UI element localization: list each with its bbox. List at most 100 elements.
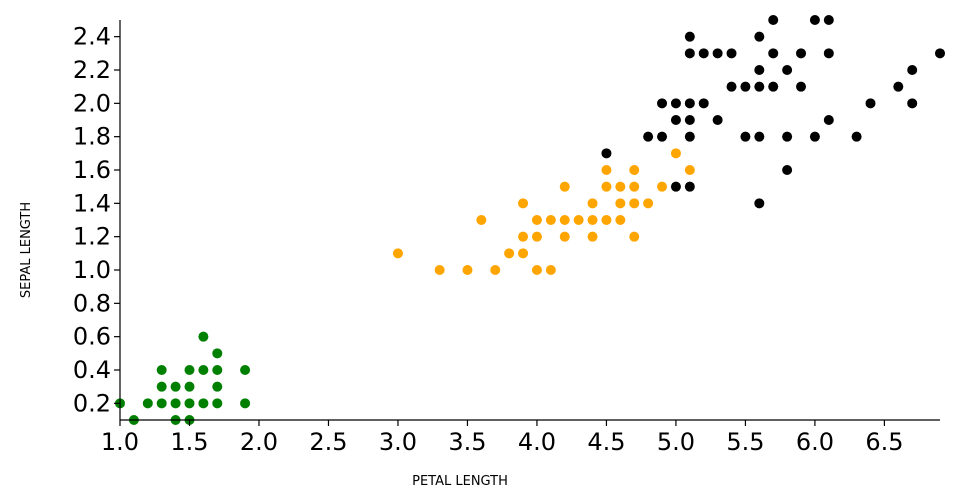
y-tick-label: 0.4 bbox=[73, 356, 111, 384]
data-point bbox=[657, 181, 668, 192]
data-point bbox=[573, 215, 584, 225]
x-tick-label: 1.5 bbox=[170, 428, 208, 456]
x-tick-label: 5.5 bbox=[726, 428, 764, 456]
data-point bbox=[712, 48, 723, 59]
data-point bbox=[657, 98, 668, 109]
data-point bbox=[629, 198, 640, 209]
data-point bbox=[754, 31, 765, 42]
x-tick-label: 3.0 bbox=[379, 428, 417, 456]
data-point bbox=[198, 398, 209, 409]
data-point bbox=[768, 48, 779, 59]
data-point bbox=[504, 248, 515, 259]
data-point bbox=[434, 265, 445, 275]
y-tick-label: 1.8 bbox=[73, 123, 111, 151]
data-point bbox=[851, 131, 862, 142]
data-point bbox=[643, 131, 654, 142]
data-point bbox=[629, 165, 640, 175]
y-tick-label: 1.2 bbox=[73, 223, 111, 251]
y-tick-label: 0.6 bbox=[73, 323, 111, 351]
y-tick-label: 2.2 bbox=[73, 56, 111, 84]
data-point bbox=[198, 365, 209, 375]
y-tick-label: 2.4 bbox=[73, 23, 111, 51]
data-point bbox=[809, 15, 820, 25]
data-point bbox=[823, 48, 834, 59]
data-point bbox=[587, 231, 598, 242]
data-point bbox=[782, 131, 793, 142]
data-point bbox=[823, 115, 834, 125]
data-point bbox=[518, 198, 529, 209]
data-point bbox=[726, 48, 737, 59]
data-point bbox=[768, 81, 779, 92]
data-point bbox=[392, 248, 403, 259]
y-tick-label: 1.0 bbox=[73, 256, 111, 284]
data-point bbox=[156, 381, 167, 392]
data-point bbox=[782, 165, 793, 175]
series-group bbox=[392, 148, 695, 275]
data-point bbox=[684, 131, 695, 142]
data-point bbox=[754, 131, 765, 142]
data-point bbox=[476, 215, 487, 225]
data-point bbox=[893, 81, 904, 92]
data-point bbox=[198, 331, 209, 342]
data-point bbox=[629, 231, 640, 242]
data-point bbox=[754, 198, 765, 209]
data-point bbox=[559, 181, 570, 192]
x-tick-label: 2.5 bbox=[309, 428, 347, 456]
y-tick-label: 1.4 bbox=[73, 189, 111, 217]
data-point bbox=[740, 81, 751, 92]
y-tick-label: 1.6 bbox=[73, 156, 111, 184]
data-point bbox=[684, 98, 695, 109]
data-point bbox=[657, 131, 668, 142]
y-axis-title: SEPAL LENGTH bbox=[19, 202, 34, 298]
data-point bbox=[684, 31, 695, 42]
data-point bbox=[184, 381, 195, 392]
data-point bbox=[490, 265, 501, 275]
data-point bbox=[184, 398, 195, 409]
x-tick-label: 2.0 bbox=[240, 428, 278, 456]
x-tick-label: 3.5 bbox=[448, 428, 486, 456]
data-point bbox=[670, 181, 681, 192]
data-point bbox=[796, 48, 807, 59]
data-point bbox=[170, 398, 181, 409]
x-axis-title: PETAL LENGTH bbox=[412, 474, 508, 489]
data-point bbox=[670, 98, 681, 109]
x-tick-label: 6.0 bbox=[796, 428, 834, 456]
data-point bbox=[768, 15, 779, 25]
data-point bbox=[531, 265, 542, 275]
data-point bbox=[865, 98, 876, 109]
data-point bbox=[629, 181, 640, 192]
data-point bbox=[559, 215, 570, 225]
data-point bbox=[754, 65, 765, 75]
data-point bbox=[601, 148, 612, 159]
y-tick-label: 0.8 bbox=[73, 289, 111, 317]
y-tick-label: 2.0 bbox=[73, 89, 111, 117]
data-point bbox=[587, 215, 598, 225]
data-point bbox=[531, 215, 542, 225]
data-point bbox=[462, 265, 473, 275]
data-point bbox=[782, 65, 793, 75]
data-point bbox=[212, 365, 223, 375]
data-point bbox=[643, 198, 654, 209]
y-tick-label: 0.2 bbox=[73, 389, 111, 417]
data-point bbox=[670, 115, 681, 125]
data-point bbox=[698, 98, 709, 109]
data-point bbox=[935, 48, 945, 59]
data-point bbox=[796, 81, 807, 92]
data-point bbox=[615, 181, 626, 192]
data-point bbox=[907, 65, 918, 75]
x-tick-label: 6.5 bbox=[865, 428, 903, 456]
x-tick-label: 5.0 bbox=[657, 428, 695, 456]
data-point bbox=[615, 198, 626, 209]
data-point bbox=[212, 398, 223, 409]
data-point bbox=[907, 98, 918, 109]
axes: 1.0 1.5 2.0 2.5 3.0 3.5 4.0 4.5 5.0 5.5 6.0 6.5 0.2 0… bbox=[73, 20, 940, 456]
data-point bbox=[212, 348, 223, 359]
data-point bbox=[726, 81, 737, 92]
data-point bbox=[740, 131, 751, 142]
data-point bbox=[212, 381, 223, 392]
data-point bbox=[601, 215, 612, 225]
x-tick-label: 4.5 bbox=[587, 428, 625, 456]
data-point bbox=[823, 15, 834, 25]
data-point bbox=[615, 215, 626, 225]
